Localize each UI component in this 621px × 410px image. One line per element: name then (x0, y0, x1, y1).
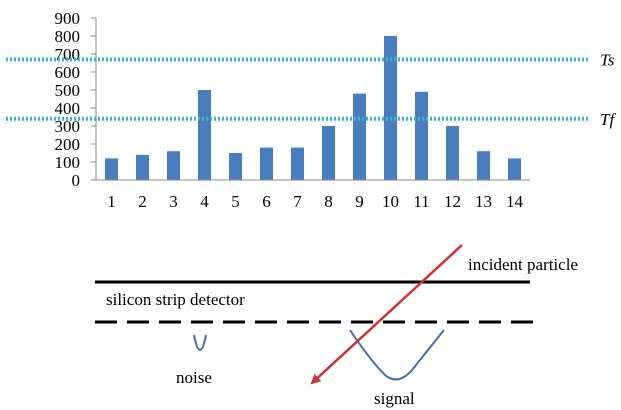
particle-arrow (310, 244, 463, 385)
threshold-label: Ts (600, 50, 615, 69)
x-tick-label: 3 (169, 192, 178, 211)
x-tick-label: 10 (382, 192, 399, 211)
bar (136, 154, 149, 180)
bar (229, 153, 242, 180)
noise-label: noise (176, 368, 212, 387)
bar (477, 151, 490, 180)
y-tick-label: 100 (55, 153, 81, 172)
x-tick-label: 9 (355, 192, 364, 211)
bar (260, 147, 273, 180)
bar (446, 126, 459, 180)
x-tick-label: 12 (444, 192, 461, 211)
x-tick-label: 4 (200, 192, 209, 211)
bar (353, 93, 366, 180)
signal-label: signal (374, 389, 415, 408)
signal-pulse (349, 329, 445, 381)
y-tick-label: 0 (72, 171, 81, 190)
bar (167, 151, 180, 180)
x-axis-ticks: 1 2 3 4 5 6 7 8 9 10 11 12 13 14 (107, 192, 523, 211)
y-tick-label: 500 (55, 81, 81, 100)
threshold-lines: Ts Tf (6, 50, 616, 129)
x-tick-label: 14 (506, 192, 524, 211)
bar (322, 126, 335, 180)
x-tick-label: 7 (293, 192, 302, 211)
x-tick-label: 8 (324, 192, 333, 211)
y-tick-label: 900 (55, 9, 81, 28)
y-tick-label: 800 (55, 27, 81, 46)
y-tick-label: 200 (55, 135, 81, 154)
x-tick-label: 1 (107, 192, 116, 211)
detector-label: silicon strip detector (106, 290, 245, 309)
x-tick-label: 6 (262, 192, 271, 211)
y-tick-label: 300 (55, 117, 81, 136)
threshold-label: Tf (600, 110, 616, 129)
x-tick-label: 13 (475, 192, 492, 211)
y-tick-label: 600 (55, 63, 81, 82)
particle-label: incident particle (468, 255, 578, 274)
bars (105, 36, 521, 180)
y-tick-label: 400 (55, 99, 81, 118)
bar (105, 158, 118, 180)
x-tick-label: 2 (138, 192, 147, 211)
detector-diagram: silicon strip detector incident particle… (95, 244, 578, 408)
x-tick-label: 11 (413, 192, 429, 211)
bar (415, 91, 428, 180)
x-tick-label: 5 (231, 192, 240, 211)
bar (198, 90, 211, 180)
bar (291, 147, 304, 180)
bar (384, 36, 397, 180)
noise-pulse (193, 334, 207, 351)
y-tick-label: 700 (55, 45, 81, 64)
bar (508, 158, 521, 180)
